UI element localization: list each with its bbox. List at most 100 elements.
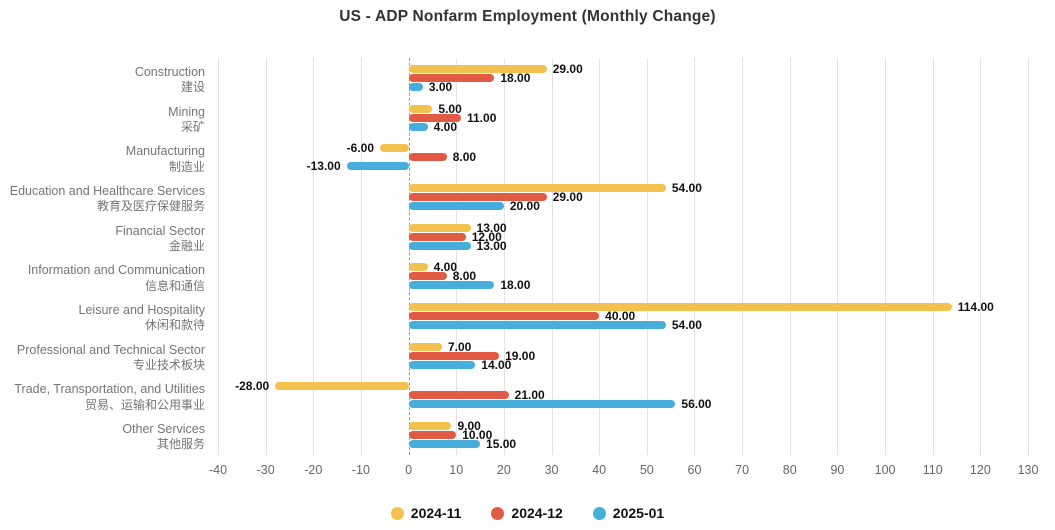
x-tick-label: 80 — [782, 463, 797, 477]
x-tick-label: 10 — [449, 463, 464, 477]
category-label: Other Services 其他服务 — [0, 421, 205, 453]
value-label: 12.00 — [471, 229, 502, 244]
bar-2024-12 — [408, 73, 495, 82]
bar-2024-12 — [408, 232, 466, 241]
value-label: 54.00 — [671, 180, 702, 195]
category-label-en: Information and Communication — [27, 263, 205, 278]
legend-swatch — [390, 506, 404, 520]
legend-label: 2024-11 — [410, 505, 462, 521]
gridline — [837, 58, 839, 455]
bar-2024-12 — [408, 153, 447, 162]
chart-title: US - ADP Nonfarm Employment (Monthly Cha… — [339, 8, 716, 25]
category-label-zh: 休闲和款待 — [144, 318, 205, 333]
bar-2024-11 — [408, 263, 428, 272]
value-label: 20.00 — [509, 198, 540, 213]
value-label: 4.00 — [433, 119, 457, 134]
value-label: 29.00 — [552, 189, 583, 204]
bar-2024-11 — [408, 223, 471, 232]
category-label-zh: 专业技术板块 — [132, 358, 205, 373]
bar-2024-11 — [408, 183, 666, 192]
zero-axis-line — [408, 58, 410, 455]
x-tick-label: 110 — [922, 463, 943, 477]
value-label: 13.00 — [476, 220, 507, 235]
gridline — [599, 58, 601, 455]
value-label: -6.00 — [346, 141, 374, 156]
category-label-en: Financial Sector — [115, 223, 205, 238]
legend-swatch — [491, 506, 505, 520]
x-tick-label: -30 — [256, 463, 275, 477]
value-label: 10.00 — [462, 428, 493, 443]
bar-2024-11 — [408, 342, 442, 351]
value-label: 5.00 — [438, 101, 462, 116]
bar-2024-12 — [408, 312, 600, 321]
bar-2024-11 — [408, 104, 433, 113]
category-label: Mining 采矿 — [0, 104, 205, 136]
category-label-zh: 金融业 — [168, 238, 205, 253]
value-label: 11.00 — [467, 110, 497, 125]
value-label: 4.00 — [433, 260, 457, 275]
gridline — [789, 58, 791, 455]
x-tick-label: 120 — [969, 463, 991, 477]
category-label: Trade, Transportation, and Utilities 贸易、运… — [0, 382, 205, 414]
x-tick-label: 100 — [874, 463, 896, 477]
category-label: Construction 建设 — [0, 64, 205, 96]
category-label-en: Manufacturing — [125, 144, 205, 159]
bar-2025-01 — [408, 241, 471, 250]
bar-2025-01 — [408, 360, 476, 369]
bar-2025-01 — [408, 440, 481, 449]
gridline — [1028, 58, 1029, 455]
category-label-en: Trade, Transportation, and Utilities — [14, 382, 205, 397]
legend-item-2024-12[interactable]: 2024-12 — [491, 505, 563, 521]
category-label-en: Construction — [134, 64, 205, 79]
category-label: Information and Communication 信息和通信 — [0, 262, 205, 294]
legend-item-2024-11[interactable]: 2024-11 — [390, 505, 462, 521]
value-label: 114.00 — [957, 300, 994, 315]
gridline — [503, 58, 505, 455]
gridline — [885, 58, 887, 455]
gridline — [218, 58, 219, 455]
value-label: 8.00 — [452, 269, 477, 284]
x-tick-label: -10 — [351, 463, 370, 477]
gridline — [932, 58, 934, 455]
value-label: -28.00 — [235, 379, 270, 394]
x-tick-label: 90 — [830, 463, 845, 477]
bar-2024-11 — [408, 64, 547, 73]
bar-2024-12 — [408, 431, 457, 440]
category-label-en: Mining — [168, 104, 205, 119]
category-label: Financial Sector 金融业 — [0, 223, 205, 255]
bar-2025-01 — [408, 321, 666, 330]
category-label-zh: 制造业 — [168, 159, 205, 174]
legend-label: 2024-12 — [511, 505, 563, 521]
legend-label: 2025-01 — [612, 505, 665, 521]
gridline — [980, 58, 982, 455]
bar-2024-12 — [408, 272, 447, 281]
gridline — [551, 58, 553, 455]
value-label: 19.00 — [505, 348, 536, 363]
bar-2024-11 — [380, 144, 409, 153]
bar-2025-01 — [408, 281, 495, 290]
bar-2024-12 — [408, 192, 547, 201]
value-label: -13.00 — [306, 159, 341, 174]
category-label-zh: 采矿 — [180, 119, 205, 134]
x-tick-label: 60 — [687, 463, 702, 477]
value-label: 7.00 — [447, 339, 472, 354]
x-tick-label: 30 — [544, 463, 559, 477]
category-label: Leisure and Hospitality 休闲和款待 — [0, 302, 205, 334]
category-label-en: Leisure and Hospitality — [78, 303, 205, 318]
category-label-zh: 信息和通信 — [144, 278, 205, 293]
bar-2024-12 — [408, 351, 500, 360]
x-tick-label: 40 — [592, 463, 607, 477]
bar-2025-01 — [346, 162, 409, 171]
bar-2025-01 — [408, 201, 504, 210]
bar-2024-12 — [408, 113, 461, 122]
x-tick-label: 20 — [496, 463, 511, 477]
category-label-en: Other Services — [122, 422, 205, 437]
category-label-zh: 贸易、运输和公用事业 — [84, 397, 205, 412]
gridline — [742, 58, 744, 455]
x-tick-label: 70 — [735, 463, 750, 477]
category-label: Professional and Technical Sector 专业技术板块 — [0, 342, 205, 374]
bar-2024-11 — [408, 303, 952, 312]
value-label: 14.00 — [481, 357, 512, 372]
gridline — [360, 58, 362, 455]
legend-item-2025-01[interactable]: 2025-01 — [592, 505, 665, 521]
